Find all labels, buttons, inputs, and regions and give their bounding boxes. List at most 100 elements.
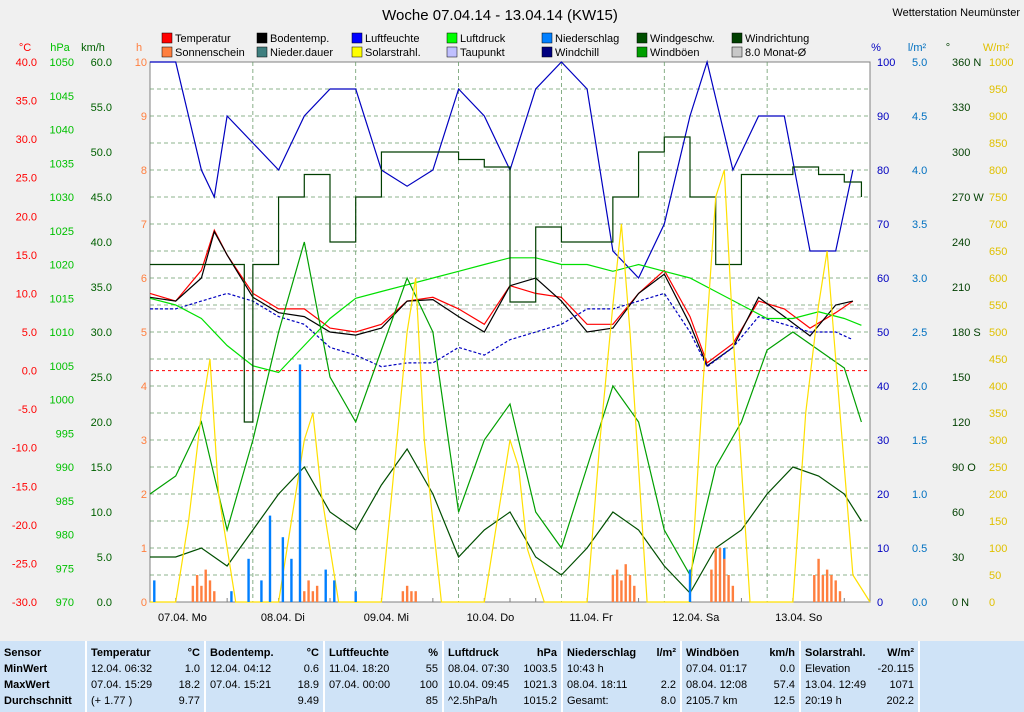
axis-tick-pressure: 1030 (50, 192, 74, 204)
axis-tick-rain: 5.0 (912, 57, 927, 69)
stats-value: 1003.5 (523, 663, 557, 675)
bar-sonnenschein (405, 585, 409, 602)
axis-tick-wind: 20.0 (91, 417, 112, 429)
axis-tick-pressure: 1025 (50, 226, 74, 238)
axis-tick-wind: 50.0 (91, 147, 112, 159)
stats-column-title: Bodentemp. (210, 647, 274, 659)
series-windrichtung (150, 136, 863, 423)
axis-tick-direction: 0 N (952, 597, 969, 609)
axis-tick-solar: 600 (989, 273, 1007, 285)
axis-tick-direction: 150 (952, 372, 970, 384)
stats-column-title: Luftfeuchte (329, 647, 389, 659)
axis-tick-solar: 0 (989, 597, 995, 609)
axis-tick-hours: 8 (141, 165, 147, 177)
axis-tick-wind: 5.0 (97, 552, 112, 564)
axis-tick-rain: 3.0 (912, 273, 927, 285)
axis-tick-humidity: 10 (877, 543, 889, 555)
legend-swatch (636, 32, 648, 44)
legend-label: Temperatur (175, 33, 231, 45)
axis-tick-temp: 25.0 (16, 173, 37, 185)
stats-column-unit: km/h (769, 647, 795, 659)
axis-tick-rain: 1.0 (912, 489, 927, 501)
bar-sonnenschein (723, 558, 726, 602)
axis-tick-direction: 30 (952, 552, 964, 564)
bar-sonnenschein (200, 585, 203, 602)
axis-tick-pressure: 980 (56, 530, 74, 542)
axis-tick-temp: -25.0 (12, 558, 37, 570)
stats-header-column: Sensor MinWert MaxWert Durchschnitt (0, 641, 87, 712)
axis-tick-direction: 240 (952, 237, 970, 249)
axis-tick-rain: 1.5 (912, 435, 927, 447)
axis-tick-temp: 0.0 (22, 366, 37, 378)
axis-tick-direction: 360 N (952, 57, 981, 69)
bar-sonnenschein (615, 569, 619, 602)
axis-tick-solar: 950 (989, 84, 1007, 96)
stats-column: Windböen km/h 07.04. 01:17 0.0 08.04. 12:08 5… (682, 641, 801, 712)
axis-unit-wind: km/h (81, 42, 105, 54)
axis-tick-pressure: 970 (56, 597, 74, 609)
bar-sonnenschein (208, 580, 212, 602)
axis-tick-wind: 60.0 (91, 57, 112, 69)
day-label: 07.04. Mo (158, 612, 207, 624)
statistics-table: Sensor MinWert MaxWert Durchschnitt Temp… (0, 641, 1024, 712)
axis-tick-humidity: 50 (877, 327, 889, 339)
legend-label: Luftdruck (460, 33, 506, 45)
stats-column: Niederschlag l/m² 10:43 h 08.04. 18:11 2.2 Ge… (563, 641, 682, 712)
bar-sonnenschein (204, 569, 207, 602)
bar-sonnenschein (633, 585, 636, 602)
axis-tick-solar: 550 (989, 300, 1007, 312)
stats-time: 07.04. 15:29 (91, 679, 153, 691)
axis-tick-temp: 30.0 (16, 134, 37, 146)
axis-tick-wind: 40.0 (91, 237, 112, 249)
stats-time: 11.04. 18:20 (329, 663, 390, 675)
axis-tick-wind: 0.0 (97, 597, 112, 609)
legend-label: Taupunkt (460, 47, 505, 59)
axis-tick-direction: 330 (952, 102, 970, 114)
bar-sonnenschein (714, 548, 717, 602)
axis-tick-temp: -15.0 (12, 481, 37, 493)
bar-sonnenschein (611, 575, 615, 602)
axis-tick-solar: 900 (989, 111, 1007, 123)
stats-value: 8.0 (660, 695, 676, 707)
series-temperatur (149, 228, 854, 364)
bar-sonnenschein (620, 580, 623, 602)
legend-label: Nieder.dauer (270, 47, 333, 59)
axis-tick-pressure: 1045 (50, 91, 74, 103)
axis-tick-hours: 10 (135, 57, 147, 69)
axis-tick-pressure: 985 (56, 496, 74, 508)
bar-niederschlag (247, 558, 250, 602)
grid (150, 62, 870, 602)
bar-sonnenschein (821, 575, 825, 602)
axis-tick-temp: 20.0 (16, 211, 37, 223)
stats-value: 85 (425, 695, 438, 707)
axis-tick-solar: 50 (989, 570, 1001, 582)
bar-niederschlag (268, 515, 272, 602)
stats-time: 12.04. 06:32 (91, 663, 153, 675)
axis-tick-solar: 350 (989, 408, 1007, 420)
bar-niederschlag (688, 569, 692, 602)
axis-tick-direction: 60 (952, 507, 964, 519)
legend-swatch (731, 32, 743, 44)
legend-swatch (446, 46, 458, 58)
axis-tick-humidity: 60 (877, 273, 889, 285)
legend-swatch (256, 46, 268, 58)
axis-tick-direction: 90 O (952, 462, 976, 474)
legend-label: Windchill (555, 47, 599, 59)
stats-column: Bodentemp. °C 12.04. 04:12 0.6 07.04. 15:21 1… (206, 641, 325, 712)
legend-swatch (541, 46, 553, 58)
stats-columns: Temperatur °C 12.04. 06:32 1.0 07.04. 15:29 1… (87, 641, 920, 712)
axis-tick-wind: 15.0 (91, 462, 112, 474)
stats-value: 1.0 (184, 663, 200, 675)
legend-swatch (256, 32, 268, 44)
day-labels: 07.04. Mo 08.04. Di 09.04. Mi 10.04. Do 11.0… (158, 612, 822, 624)
bar-sonnenschein (303, 591, 306, 602)
axis-tick-pressure: 1010 (50, 327, 74, 339)
axis-tick-humidity: 100 (877, 57, 895, 69)
axis-unit-temp: °C (19, 42, 31, 54)
bar-sonnenschein (834, 580, 837, 602)
stats-value: 12.5 (773, 695, 795, 707)
stats-time: 20:19 h (805, 695, 842, 707)
series-windgeschw (150, 447, 862, 594)
bar-sonnenschein (624, 564, 627, 602)
axis-tick-solar: 500 (989, 327, 1007, 339)
